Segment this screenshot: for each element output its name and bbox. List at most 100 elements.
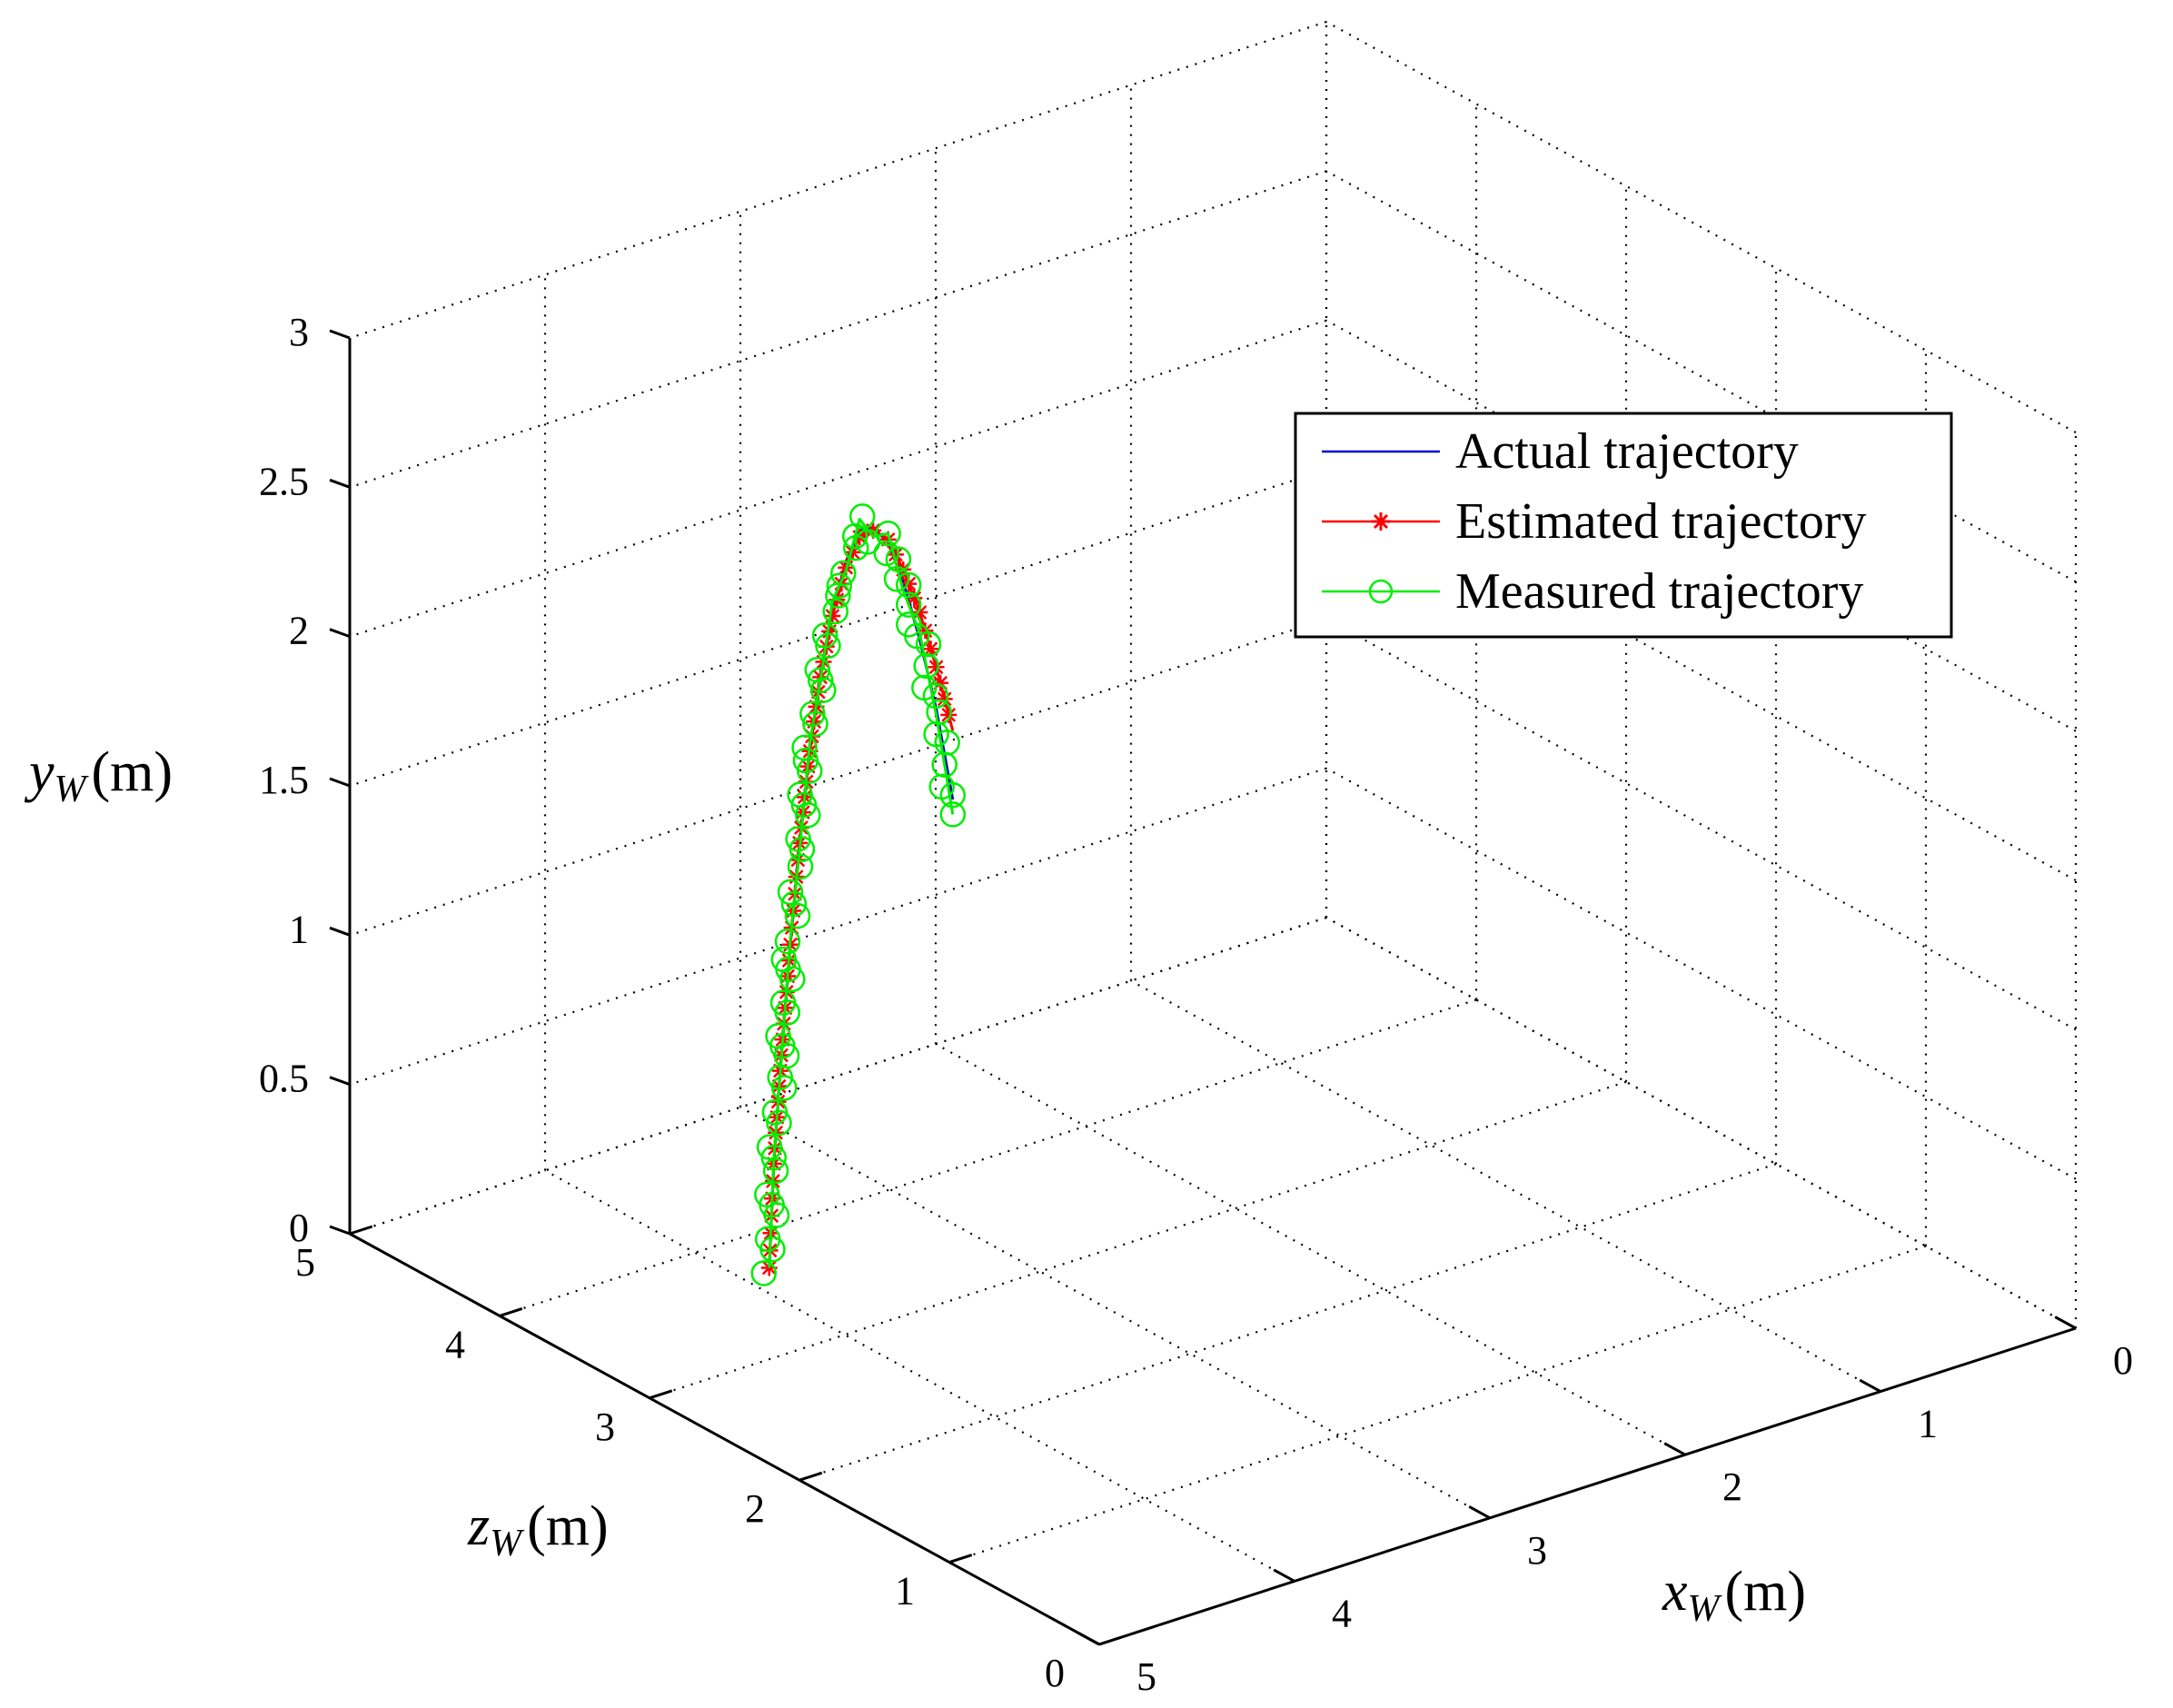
data-point bbox=[826, 572, 853, 600]
x-tick-mark bbox=[1859, 1378, 1881, 1393]
grid-sidewall-y bbox=[1325, 170, 2077, 583]
grid-backwall-y bbox=[349, 618, 1327, 937]
data-point bbox=[895, 571, 922, 599]
y-tick-label: 0.5 bbox=[259, 1057, 309, 1101]
data-point bbox=[802, 710, 829, 738]
legend-item-measured: Measured trajectory bbox=[1322, 563, 1863, 620]
z-tick-mark bbox=[1098, 1635, 1123, 1646]
grid-backwall-y bbox=[349, 319, 1327, 638]
data-point bbox=[791, 734, 818, 761]
data-point bbox=[770, 946, 798, 973]
data-point bbox=[885, 546, 912, 572]
grid-floor-x bbox=[935, 1043, 1686, 1456]
grid-sidewall-y bbox=[1325, 21, 2077, 433]
data-point bbox=[807, 667, 834, 693]
data-point bbox=[762, 1157, 789, 1184]
y-tick-label: 2.5 bbox=[259, 459, 309, 503]
data-point bbox=[883, 566, 910, 592]
grid-lines bbox=[348, 20, 2078, 1646]
legend: Actual trajectory Estimated trajectory M… bbox=[1294, 412, 1953, 639]
data-point bbox=[815, 632, 841, 660]
series-estimated bbox=[760, 521, 958, 1276]
y-tick-label: 1 bbox=[289, 907, 309, 951]
data-point bbox=[787, 853, 814, 880]
x-tick-label: 3 bbox=[1527, 1528, 1547, 1573]
data-point bbox=[843, 534, 869, 561]
marker-stroke bbox=[912, 605, 928, 620]
y-tick-mark bbox=[329, 926, 351, 937]
grid-backwall-y bbox=[349, 767, 1327, 1086]
y-tick-label: 1.5 bbox=[259, 758, 309, 802]
z-tick-label: 0 bbox=[1045, 1651, 1065, 1695]
y-tick-mark bbox=[329, 1225, 351, 1236]
y-tick-mark bbox=[329, 478, 351, 489]
marker-stroke bbox=[941, 707, 957, 722]
grid-floor-z bbox=[948, 1245, 1927, 1564]
legend-label-estimated: Estimated trajectory bbox=[1455, 493, 1866, 550]
data-point bbox=[936, 690, 953, 708]
z-tick-label: 5 bbox=[295, 1240, 315, 1285]
marker-stroke bbox=[888, 547, 903, 562]
data-point bbox=[939, 781, 967, 809]
data-point bbox=[777, 879, 804, 906]
y-tick-mark bbox=[329, 1076, 351, 1087]
y-tick-mark bbox=[329, 628, 351, 639]
grid-floor-z bbox=[649, 1080, 1627, 1399]
x-tick-label: 0 bbox=[2113, 1338, 2133, 1383]
data-point bbox=[830, 560, 857, 587]
grid-floor-x bbox=[544, 1169, 1295, 1583]
data-point bbox=[774, 928, 801, 955]
legend-marker-measured bbox=[1368, 579, 1394, 604]
grid-sidewall-y bbox=[1325, 917, 2077, 1329]
y-tick-mark bbox=[329, 329, 351, 340]
data-point bbox=[754, 1181, 780, 1208]
x-tick-mark bbox=[1663, 1442, 1686, 1456]
x-tick-mark bbox=[1273, 1568, 1295, 1583]
y-tick-label: 3 bbox=[289, 310, 309, 354]
z-tick-mark bbox=[799, 1471, 823, 1482]
legend-marker-estimated bbox=[1372, 512, 1390, 531]
data-point bbox=[780, 890, 808, 918]
data-point bbox=[760, 1145, 787, 1171]
x-tick-mark bbox=[1468, 1504, 1491, 1520]
data-point bbox=[792, 747, 819, 774]
data-point bbox=[873, 540, 900, 567]
grid-backwall-y bbox=[349, 468, 1327, 788]
data-point bbox=[875, 521, 901, 547]
data-point bbox=[784, 902, 811, 929]
grid-backwall-y bbox=[349, 20, 1327, 340]
data-point bbox=[765, 1023, 791, 1049]
z-tick-label: 1 bbox=[895, 1569, 915, 1614]
data-point bbox=[799, 700, 826, 728]
data-point bbox=[756, 1134, 783, 1160]
data-point bbox=[761, 1098, 789, 1126]
grid-floor-x bbox=[739, 1106, 1491, 1519]
x-tick-label: 4 bbox=[1332, 1591, 1352, 1635]
data-point bbox=[811, 622, 838, 649]
grid-floor-z bbox=[799, 1163, 1777, 1482]
data-point bbox=[750, 1260, 777, 1286]
data-point bbox=[911, 604, 928, 621]
data-point bbox=[848, 503, 876, 530]
series-measured bbox=[750, 503, 967, 1286]
data-point bbox=[822, 598, 848, 625]
z-tick-mark bbox=[499, 1306, 523, 1317]
x-axis-line bbox=[1098, 1326, 2077, 1646]
x-tick-mark bbox=[1077, 1632, 1100, 1646]
z-tick-mark bbox=[948, 1554, 973, 1564]
data-point bbox=[771, 1075, 798, 1101]
data-point bbox=[896, 591, 922, 618]
grid-floor-x bbox=[1130, 979, 1881, 1393]
y-tick-label: 0 bbox=[289, 1206, 309, 1250]
z-axis-label: zW(m) bbox=[467, 1495, 609, 1564]
x-tick-mark bbox=[2054, 1316, 2077, 1330]
data-point bbox=[915, 631, 942, 658]
grid-sidewall-y bbox=[1325, 469, 2077, 881]
data-point bbox=[769, 989, 797, 1016]
legend-label-measured: Measured trajectory bbox=[1455, 563, 1863, 620]
data-point bbox=[787, 781, 813, 808]
marker-stroke bbox=[928, 660, 944, 675]
x-tick-label: 2 bbox=[1722, 1465, 1742, 1509]
